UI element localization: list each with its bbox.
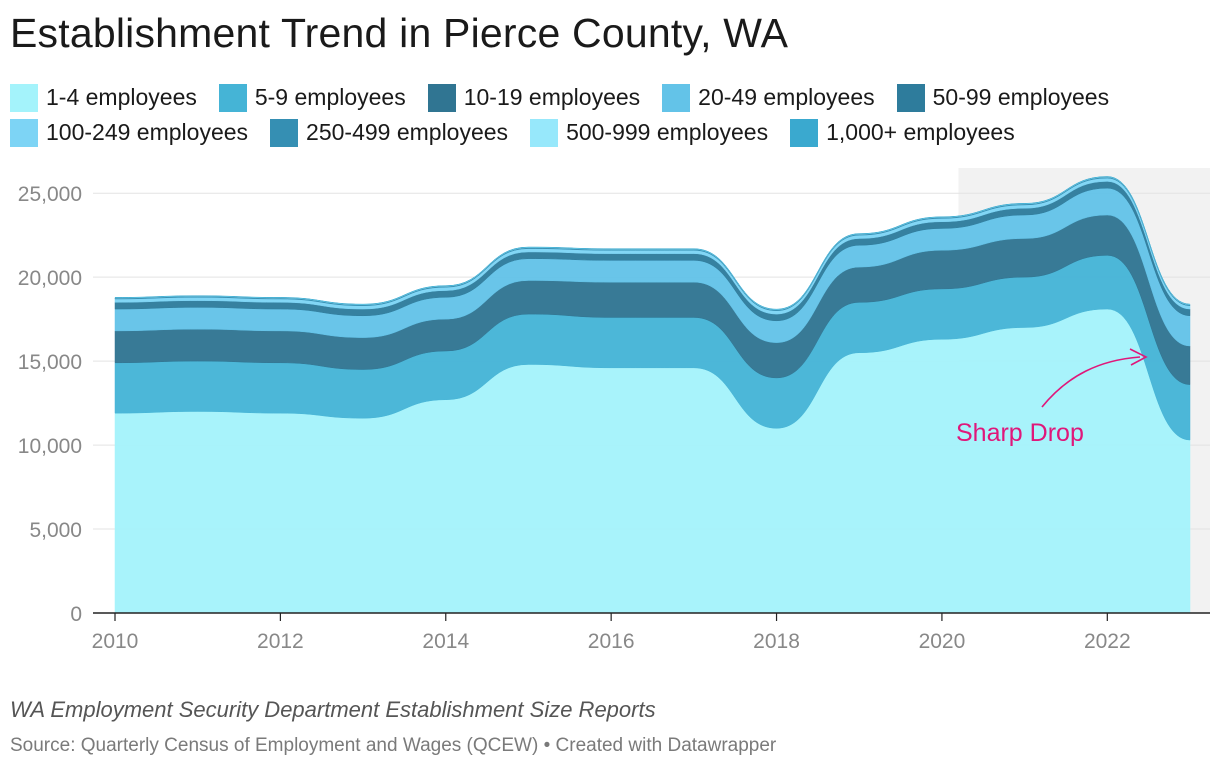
legend-item: 100-249 employees	[10, 118, 249, 147]
legend-item: 1,000+ employees	[790, 118, 1015, 147]
legend-swatch	[10, 118, 38, 147]
legend-item: 20-49 employees	[662, 83, 875, 112]
legend-swatch	[427, 83, 456, 112]
legend-swatch	[790, 118, 819, 147]
x-tick-label: 2018	[753, 630, 800, 653]
chart-caption: WA Employment Security Department Establ…	[10, 697, 656, 722]
chart-title: Establishment Trend in Pierce County, WA	[10, 10, 789, 56]
x-tick-label: 2016	[588, 630, 635, 653]
legend-swatch	[10, 83, 38, 112]
legend-item: 5-9 employees	[218, 83, 406, 112]
legend-item: 250-499 employees	[270, 118, 509, 147]
y-tick-label: 0	[70, 603, 82, 626]
y-tick-label: 10,000	[18, 435, 82, 458]
x-tick-label: 2012	[257, 630, 304, 653]
legend-label: 1,000+ employees	[826, 119, 1015, 145]
legend-swatch	[270, 118, 299, 147]
legend-label: 500-999 employees	[566, 119, 769, 145]
legend-row: 100-249 employees 250-499 employees 500-…	[10, 115, 1210, 150]
legend-row: 1-4 employees 5-9 employees 10-19 employ…	[10, 80, 1210, 115]
stacked-area-chart: 0 5,000 10,000 15,000 20,000 25,000 2010 2012 20…	[18, 168, 1210, 653]
legend-label: 5-9 employees	[254, 84, 406, 110]
y-tick-label: 20,000	[18, 267, 82, 290]
annotation-arrow	[1041, 356, 1141, 408]
y-tick-label: 15,000	[18, 351, 82, 374]
x-tick-label: 2010	[92, 630, 139, 653]
legend-item: 50-99 employees	[896, 83, 1110, 112]
x-tick-label: 2014	[422, 630, 469, 653]
legend-swatch	[662, 83, 691, 112]
legend-label: 100-249 employees	[46, 119, 249, 145]
legend-swatch	[896, 83, 925, 112]
legend-label: 50-99 employees	[932, 84, 1110, 110]
legend-label: 250-499 employees	[306, 119, 509, 145]
annotation-text: Sharp Drop	[956, 419, 1084, 447]
y-tick-label: 5,000	[29, 519, 82, 542]
x-tick-label: 2022	[1084, 630, 1131, 653]
legend-label: 1-4 employees	[46, 84, 197, 110]
legend-label: 10-19 employees	[463, 84, 641, 110]
x-tick-label: 2020	[919, 630, 966, 653]
annotation-arrowhead	[1129, 348, 1148, 366]
legend-label: 20-49 employees	[698, 84, 875, 110]
legend: 1-4 employees 5-9 employees 10-19 employ…	[10, 80, 1210, 150]
legend-item: 10-19 employees	[427, 83, 641, 112]
legend-swatch	[218, 83, 247, 112]
legend-swatch	[530, 118, 559, 147]
y-tick-label: 25,000	[18, 183, 82, 206]
series-area	[114, 176, 1191, 310]
legend-item: 1-4 employees	[10, 83, 197, 112]
legend-item: 500-999 employees	[530, 118, 769, 147]
source-note: Source: Quarterly Census of Employment a…	[10, 735, 777, 756]
